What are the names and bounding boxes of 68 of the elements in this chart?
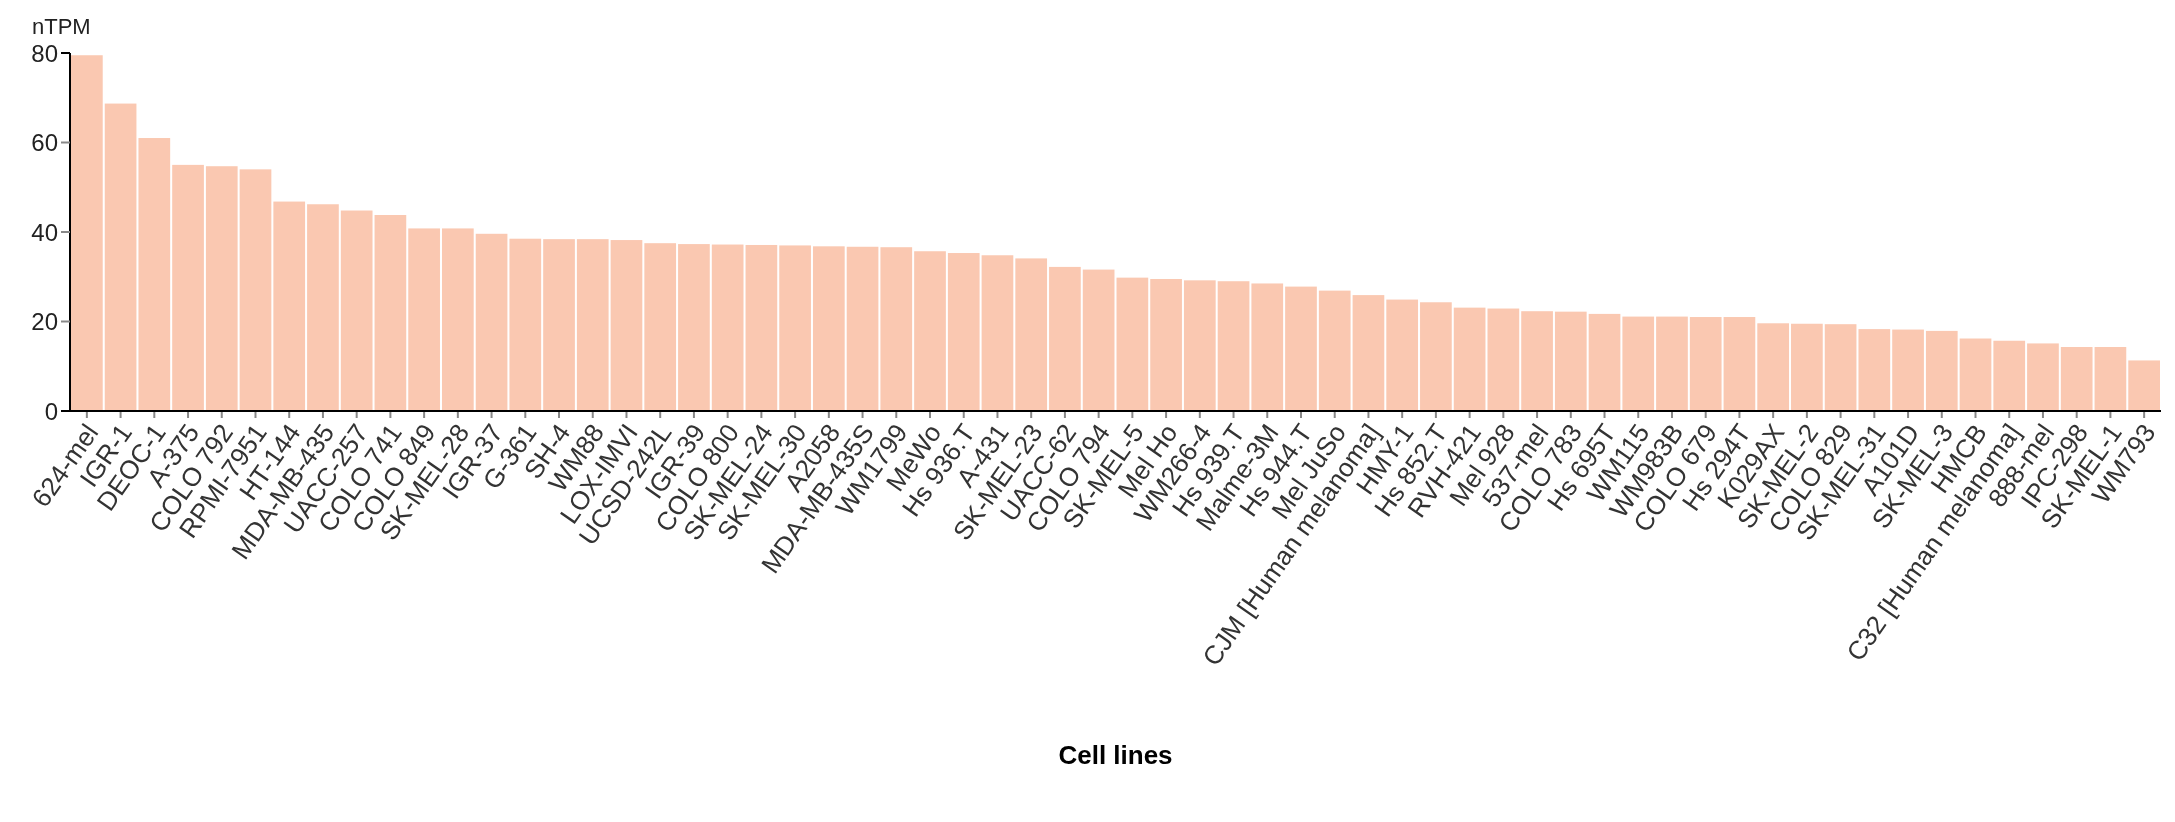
- y-axis-title: nTPM: [32, 14, 91, 39]
- bar: [745, 244, 778, 411]
- bar: [576, 239, 609, 411]
- bar: [509, 238, 542, 411]
- bar: [947, 253, 980, 411]
- bar: [1824, 324, 1857, 411]
- y-tick-label: 80: [31, 39, 58, 67]
- bar: [205, 166, 238, 411]
- bar: [1925, 330, 1958, 411]
- bar: [1487, 308, 1520, 411]
- bar: [1285, 286, 1317, 411]
- bar: [543, 239, 575, 411]
- bar: [2027, 343, 2059, 411]
- bar: [2060, 347, 2093, 411]
- bar: [1183, 280, 1216, 411]
- bar: [340, 210, 373, 411]
- bar: [104, 103, 137, 411]
- bar: [1689, 317, 1722, 411]
- bar: [1015, 258, 1048, 411]
- bar: [239, 169, 272, 411]
- bar: [1791, 323, 1823, 411]
- bar: [880, 247, 913, 411]
- bar: [1251, 283, 1284, 411]
- bar: [1858, 329, 1891, 411]
- bar: [1959, 338, 1992, 411]
- bar: [610, 240, 643, 411]
- bar: [711, 244, 744, 411]
- bar: [1622, 316, 1655, 411]
- bar: [442, 228, 474, 411]
- bar: [1453, 307, 1486, 411]
- bar: [779, 245, 811, 411]
- y-tick-label: 60: [31, 129, 58, 156]
- bar: [2128, 360, 2160, 411]
- bar: [1993, 340, 2026, 411]
- bar: [846, 246, 879, 411]
- bar: [2094, 347, 2127, 411]
- bar: [408, 228, 440, 411]
- bar: [914, 251, 946, 411]
- bar: [172, 164, 204, 411]
- bar: [1386, 299, 1419, 411]
- y-tick-label: 40: [31, 218, 58, 246]
- bar: [1757, 323, 1789, 411]
- bar: [1420, 302, 1452, 411]
- bar: [981, 255, 1014, 411]
- bar: [1521, 311, 1553, 411]
- bar: [644, 243, 677, 411]
- y-tick-label: 20: [31, 308, 58, 335]
- bar: [678, 244, 710, 411]
- bar: [1892, 329, 1924, 411]
- bar: [1656, 316, 1688, 411]
- bar: [1049, 266, 1081, 411]
- bar: [812, 246, 845, 411]
- bar: [1588, 313, 1621, 411]
- bar: [1116, 277, 1149, 411]
- bar: [273, 201, 306, 411]
- bar: [1554, 311, 1587, 411]
- y-tick-label: 0: [44, 397, 58, 425]
- x-axis-title: Cell lines: [1058, 740, 1173, 770]
- bar: [475, 233, 508, 411]
- bar: [374, 215, 407, 411]
- bar: [1150, 278, 1182, 411]
- bar: [1217, 281, 1250, 411]
- bar: [1082, 269, 1115, 411]
- bar: [1318, 290, 1351, 411]
- bar: [1352, 295, 1385, 411]
- bar: [307, 204, 339, 411]
- bar: [1723, 317, 1756, 411]
- bar: [138, 138, 171, 411]
